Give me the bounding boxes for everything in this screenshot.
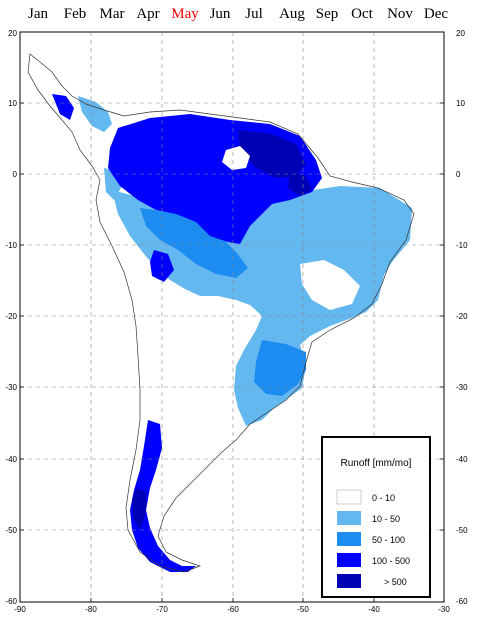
legend-swatch-50-100: [337, 532, 361, 546]
legend-label: 10 - 50: [372, 514, 400, 524]
lon-label: -80: [85, 605, 97, 614]
lat-label: -20: [456, 312, 468, 321]
month-oct[interactable]: Oct: [351, 6, 373, 22]
runoff-region-very-high-mouth: [288, 170, 312, 196]
lat-label: 20: [456, 29, 465, 38]
lat-labels-left: 20 10 0 -10 -20 -30 -40 -50 -60: [5, 29, 17, 606]
month-aug[interactable]: Aug: [279, 6, 305, 22]
lat-label: -60: [5, 597, 17, 606]
tick-marks: [20, 102, 444, 602]
lat-label: -30: [456, 383, 468, 392]
lat-label: -40: [5, 455, 17, 464]
month-jan[interactable]: Jan: [28, 6, 48, 22]
lat-label: 10: [8, 99, 17, 108]
runoff-region-medium-south: [254, 340, 306, 396]
month-feb[interactable]: Feb: [63, 6, 87, 22]
month-dec[interactable]: Dec: [423, 6, 449, 22]
lat-label: -10: [456, 241, 468, 250]
legend-label: 100 - 500: [372, 556, 410, 566]
legend-swatch-100-500: [337, 553, 361, 567]
month-selector: Jan Feb Mar Apr May Jun Jul Aug Sep Oct …: [0, 0, 492, 32]
lat-label: -10: [5, 241, 17, 250]
runoff-region-high-central-america: [52, 94, 74, 120]
month-may[interactable]: May: [171, 6, 199, 22]
lon-label: -90: [14, 605, 26, 614]
runoff-regions: [52, 94, 412, 572]
lon-label: -50: [297, 605, 309, 614]
lat-label: 10: [456, 99, 465, 108]
legend-swatch-500: [337, 574, 361, 588]
runoff-region-high-chile: [130, 420, 196, 572]
lon-labels: -90 -80 -70 -60 -50 -40 -30: [14, 605, 450, 614]
runoff-hole-white: [222, 146, 250, 170]
month-apr[interactable]: Apr: [136, 6, 160, 22]
lon-label: -30: [438, 605, 450, 614]
month-mar[interactable]: Mar: [99, 6, 125, 22]
runoff-region-light-nw: [78, 96, 112, 132]
legend-swatch-0-10: [336, 489, 362, 505]
legend-label: > 500: [384, 577, 407, 587]
lat-labels-right: 20 10 0 -10 -20 -30 -40 -50 -60: [456, 29, 468, 606]
runoff-region-very-high-pacific: [132, 488, 146, 530]
lat-label: 0: [13, 170, 18, 179]
legend: Runoff [mm/mo] 0 - 10 10 - 50 50 - 100 1…: [321, 436, 431, 598]
month-jul[interactable]: Jul: [245, 6, 263, 22]
lat-label: -30: [5, 383, 17, 392]
lat-label: -50: [5, 526, 17, 535]
legend-label: 50 - 100: [372, 535, 405, 545]
lat-label: 0: [456, 170, 461, 179]
lat-label: 20: [8, 29, 17, 38]
lon-label: -60: [227, 605, 239, 614]
lon-label: -70: [156, 605, 168, 614]
gridlines: [20, 32, 444, 602]
legend-swatch-10-50: [337, 511, 361, 525]
legend-title: Runoff [mm/mo]: [341, 458, 412, 469]
lat-label: -60: [456, 597, 468, 606]
legend-label: 0 - 10: [372, 493, 395, 503]
runoff-region-very-high-amazon: [238, 130, 306, 178]
month-sep[interactable]: Sep: [315, 6, 339, 22]
lat-label: -50: [456, 526, 468, 535]
lon-label: -40: [368, 605, 380, 614]
lat-label: -40: [456, 455, 468, 464]
coastline: [27, 53, 415, 573]
lat-label: -20: [5, 312, 17, 321]
runoff-region-medium: [140, 208, 248, 278]
runoff-hole-ne: [300, 260, 360, 310]
month-nov[interactable]: Nov: [387, 6, 413, 22]
month-jun[interactable]: Jun: [209, 6, 231, 22]
